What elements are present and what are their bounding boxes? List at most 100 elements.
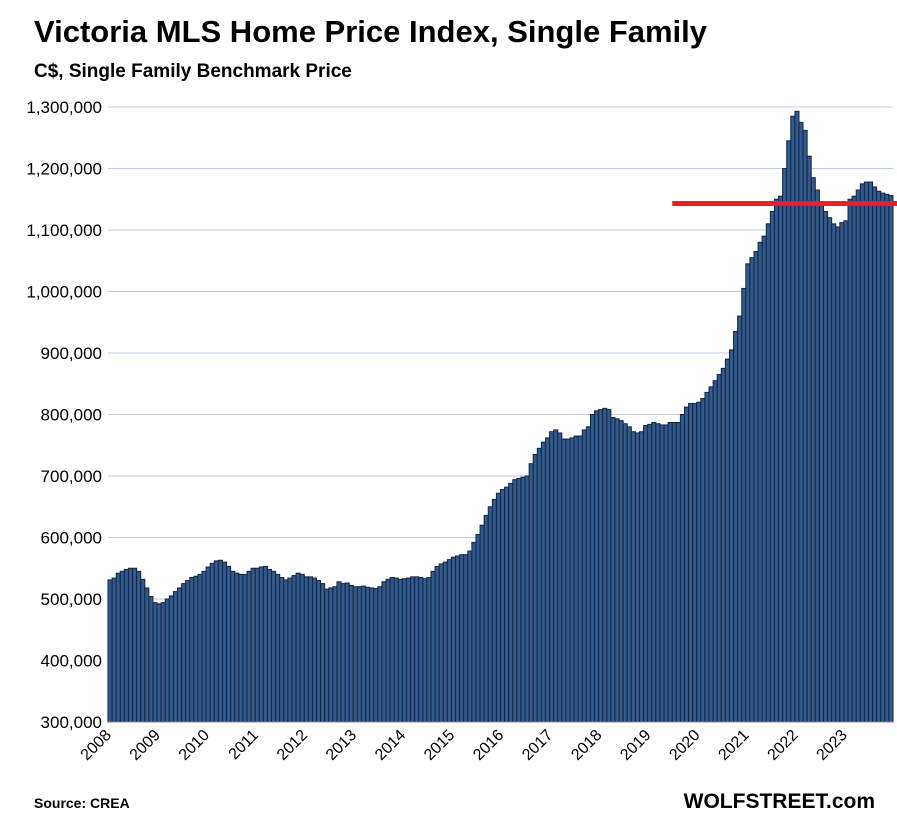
bar [209, 562, 215, 723]
bar [279, 576, 285, 723]
bar [581, 429, 587, 723]
bar [438, 563, 444, 723]
x-tick-label: 2015 [421, 727, 458, 764]
bar [639, 431, 645, 723]
bar [230, 570, 236, 723]
x-tick-label: 2011 [226, 727, 262, 763]
bar [156, 603, 162, 723]
y-tick-label: 300,000 [41, 713, 102, 732]
bar [144, 587, 150, 723]
bar [140, 578, 146, 723]
bar [786, 140, 792, 723]
bar [401, 578, 407, 723]
bar [356, 586, 362, 723]
bar [757, 241, 763, 723]
bar [271, 570, 277, 723]
bar [442, 561, 448, 723]
bar [773, 198, 780, 723]
bar [459, 554, 465, 723]
bar [728, 349, 735, 723]
bar [602, 407, 608, 723]
bar [876, 190, 882, 723]
bar [565, 438, 571, 723]
bar [663, 424, 669, 723]
bar [495, 492, 502, 723]
bar [185, 580, 191, 723]
bar [822, 211, 829, 723]
bar [226, 565, 232, 723]
bar [594, 410, 600, 723]
bar [667, 421, 673, 723]
bar [487, 506, 493, 723]
bar [332, 586, 338, 723]
bar [741, 287, 747, 723]
bar [410, 576, 416, 723]
bar [123, 568, 129, 723]
bar [618, 420, 624, 723]
bar [250, 567, 256, 723]
bar [888, 195, 894, 723]
bar [520, 476, 526, 723]
bar [393, 577, 399, 723]
bar [500, 489, 506, 723]
bar [585, 426, 591, 723]
bar [189, 576, 195, 723]
bar [708, 386, 714, 723]
bar [168, 595, 174, 723]
y-tick-label: 400,000 [41, 652, 102, 671]
bar [524, 475, 530, 723]
bar [655, 423, 661, 723]
y-tick-label: 500,000 [41, 590, 102, 609]
bar [193, 575, 199, 723]
bar [679, 414, 685, 723]
bar [414, 576, 420, 723]
x-tick-label: 2022 [765, 727, 802, 764]
bar [720, 367, 726, 723]
x-tick-label: 2023 [814, 727, 851, 764]
bar [798, 121, 804, 723]
bar [246, 570, 252, 723]
bar [340, 583, 346, 723]
bar [238, 573, 244, 723]
bar [348, 584, 354, 723]
bar [111, 577, 117, 723]
bar [867, 181, 874, 723]
bar [847, 198, 853, 723]
bar [258, 566, 264, 723]
bar [557, 432, 563, 723]
bar [266, 568, 273, 723]
x-tick-label: 2020 [666, 727, 703, 764]
bar [700, 398, 706, 723]
bar [598, 409, 604, 723]
bar [385, 578, 391, 723]
bar [504, 486, 510, 723]
bar [835, 226, 841, 723]
bar [217, 559, 223, 723]
bar [234, 572, 240, 723]
bar [675, 421, 681, 723]
bar [275, 573, 281, 723]
x-tick-label: 2009 [127, 727, 164, 764]
bar [769, 211, 775, 723]
bar [365, 586, 371, 723]
bar [446, 559, 452, 723]
bar [851, 195, 857, 723]
bar [626, 426, 632, 723]
x-tick-label: 2013 [323, 727, 360, 764]
bar [544, 437, 551, 723]
bar [262, 565, 268, 723]
bar [160, 602, 166, 723]
x-tick-label: 2019 [617, 727, 654, 764]
bar [177, 587, 183, 723]
bar [377, 586, 383, 723]
bar [283, 579, 289, 723]
bar [540, 441, 546, 723]
bar [855, 189, 861, 723]
bar [606, 409, 612, 723]
bar [373, 588, 379, 723]
y-tick-label: 800,000 [41, 406, 102, 425]
bar [749, 257, 755, 723]
chart-title: Victoria MLS Home Price Index, Single Fa… [34, 14, 708, 49]
bar [733, 330, 739, 723]
